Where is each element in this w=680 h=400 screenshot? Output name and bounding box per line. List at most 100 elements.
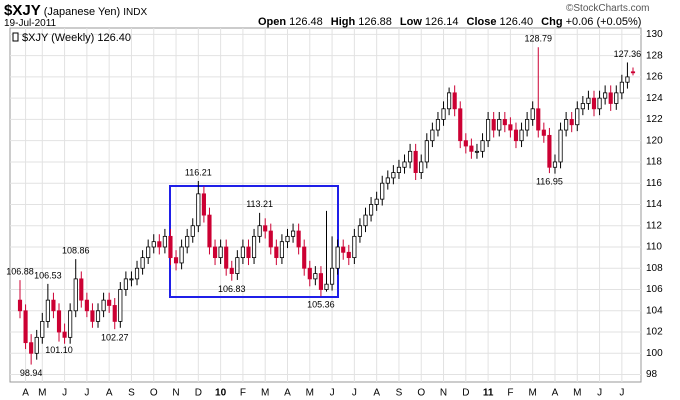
candle-body [630,71,636,74]
price-annotation: 116.95 [536,176,563,186]
candle-body [341,246,346,253]
candle-body [235,257,240,274]
candle-body [179,246,184,264]
candle-body [569,119,574,126]
x-tick-label: F [507,388,513,399]
candle-body [330,267,335,285]
quote-value: 126.40 [499,16,534,28]
y-tick-label: 104 [646,305,663,316]
candle-body [469,145,474,152]
candle-body [525,119,530,131]
x-tick-label: M [573,388,581,399]
x-tick-label: S [396,388,403,399]
candle-body [56,310,62,333]
candle-body [240,246,245,259]
candle-body [17,299,23,312]
candle-body [90,310,95,322]
x-tick-label: J [619,388,624,399]
candle-body [207,214,212,248]
price-annotation: 98.94 [20,368,43,378]
candle-body [597,97,602,110]
candle-body [285,235,290,243]
price-annotation: 116.21 [185,167,212,177]
candle-body [23,310,28,344]
x-tick-label: M [38,388,46,399]
y-tick-label: 118 [646,157,662,168]
x-tick-label: O [417,388,425,399]
candle-body [374,198,379,205]
quote-label: Close [466,16,497,28]
y-tick-label: 114 [646,199,662,210]
candle-body [408,150,413,163]
y-tick-label: 98 [646,369,658,380]
candle-body [68,310,73,338]
quote-value: 126.88 [358,16,392,28]
candle-body [564,119,569,131]
candle-body [396,166,402,173]
x-tick-label: 11 [483,388,494,399]
x-tick-label: J [352,388,357,399]
candle-body [251,235,257,259]
price-annotation: 105.36 [307,300,335,310]
y-tick-label: 120 [646,135,663,146]
y-tick-label: 122 [646,114,663,125]
candle-body [486,119,491,142]
candle-body [413,150,418,173]
candle-body [84,299,89,312]
candle-body [508,124,513,131]
candle-body [380,182,385,200]
quote-label: Low [399,16,422,28]
price-annotation: 106.88 [6,267,34,277]
candle-body [552,161,558,168]
candle-body [190,225,195,237]
candle-body [29,342,34,354]
candle-body [547,134,552,168]
candle-body [608,92,613,104]
candle-body [502,119,507,126]
x-tick-label: A [373,388,380,399]
candle-body [95,310,101,322]
candle-body [302,246,307,269]
price-annotation: 106.83 [218,284,246,294]
candle-body [101,299,106,312]
candle-body [51,299,56,312]
candle-body [107,299,112,306]
x-tick-label: A [106,388,113,399]
candle-body [335,246,340,269]
price-annotation: 106.53 [34,270,62,280]
candle-body [480,140,485,152]
candle-body [541,129,546,136]
candle-body [357,225,363,237]
x-tick-label: D [462,388,469,399]
candle-body [352,235,357,259]
candle-body [363,214,368,227]
x-tick-label: N [440,388,447,399]
candle-body [625,76,630,83]
candle-body [614,92,619,104]
candle-body [519,129,524,142]
candle-body [586,97,591,104]
y-tick-label: 130 [646,29,663,40]
x-tick-label: N [172,388,179,399]
candle-body [118,289,123,322]
quote-value: 126.48 [289,16,323,28]
y-tick-label: 100 [646,348,663,359]
legend-icon [12,32,19,42]
candle-body [201,193,206,216]
candle-body [274,246,279,259]
candle-body [279,241,284,259]
price-annotation: 128.79 [524,34,552,44]
y-tick-label: 126 [646,72,663,83]
candle-body [290,230,296,237]
x-tick-label: O [150,388,158,399]
exchange: INDX [123,7,148,18]
x-tick-label: S [128,388,135,399]
candle-body [40,321,45,338]
candle-body [474,150,480,153]
x-tick-label: A [552,388,559,399]
quote-label: High [330,16,356,28]
credit: ©StockCharts.com [566,3,650,14]
quote-label: Open [258,16,287,28]
plot-frame [9,27,642,383]
